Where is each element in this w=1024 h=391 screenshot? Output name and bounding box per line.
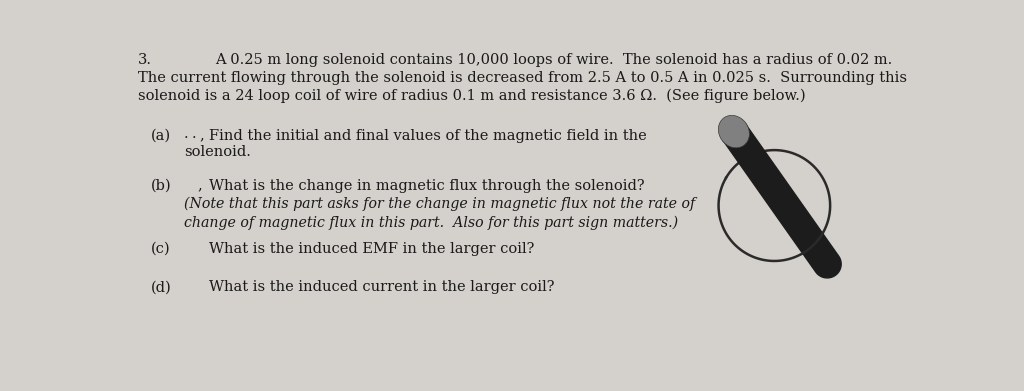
Text: solenoid is a 24 loop coil of wire of radius 0.1 m and resistance 3.6 Ω.  (See f: solenoid is a 24 loop coil of wire of ra… — [138, 88, 806, 103]
Text: The current flowing through the solenoid is decreased from 2.5 A to 0.5 A in 0.0: The current flowing through the solenoid… — [138, 71, 907, 85]
Text: (d): (d) — [152, 280, 172, 294]
Text: 3.: 3. — [138, 53, 153, 67]
Text: What is the induced EMF in the larger coil?: What is the induced EMF in the larger co… — [209, 242, 535, 256]
Text: solenoid.: solenoid. — [183, 145, 251, 160]
Polygon shape — [723, 124, 841, 278]
Text: What is the change in magnetic flux through the solenoid?: What is the change in magnetic flux thro… — [209, 179, 645, 193]
Text: A 0.25 m long solenoid contains 10,000 loops of wire.  The solenoid has a radius: A 0.25 m long solenoid contains 10,000 l… — [215, 53, 892, 67]
Text: (Note that this part asks for the change in magnetic flux not the rate of: (Note that this part asks for the change… — [183, 197, 695, 212]
Text: (b): (b) — [152, 179, 172, 193]
Text: ,: , — [200, 129, 204, 143]
Text: .: . — [191, 127, 197, 141]
Ellipse shape — [719, 115, 750, 148]
Text: change of magnetic flux in this part.  Also for this part sign matters.): change of magnetic flux in this part. Al… — [183, 215, 678, 230]
Text: ,: , — [198, 179, 203, 193]
Text: (c): (c) — [152, 242, 171, 256]
Text: (a): (a) — [152, 129, 171, 143]
Text: .: . — [183, 127, 188, 141]
Text: What is the induced current in the larger coil?: What is the induced current in the large… — [209, 280, 555, 294]
Text: Find the initial and final values of the magnetic field in the: Find the initial and final values of the… — [209, 129, 647, 143]
